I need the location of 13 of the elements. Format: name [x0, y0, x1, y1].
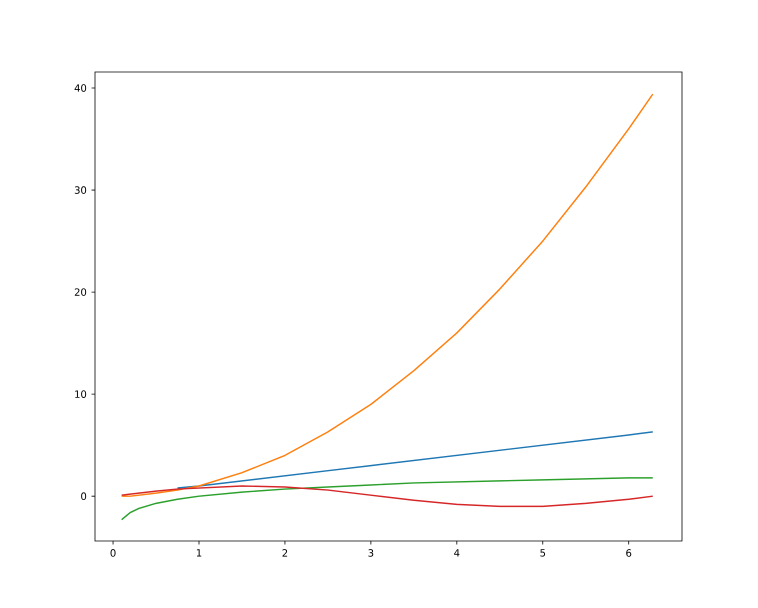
y-tick-label: 30 [74, 186, 86, 194]
y-tick-label: 10 [75, 390, 86, 398]
y-tick-label: 40 [74, 84, 86, 92]
y-tick-label: 0 [81, 492, 86, 500]
x-tick-label: 4 [454, 549, 460, 556]
line-series [120, 93, 654, 497]
x-tick-label: 0 [110, 549, 116, 557]
x-tick-label: 1 [196, 549, 202, 556]
x-tick-label: 6 [626, 549, 632, 557]
x-tick-label: 3 [368, 549, 374, 557]
x-tick-label: 5 [540, 549, 546, 557]
y-tick-label: 20 [74, 288, 86, 296]
x-tick-label: 2 [282, 549, 288, 557]
